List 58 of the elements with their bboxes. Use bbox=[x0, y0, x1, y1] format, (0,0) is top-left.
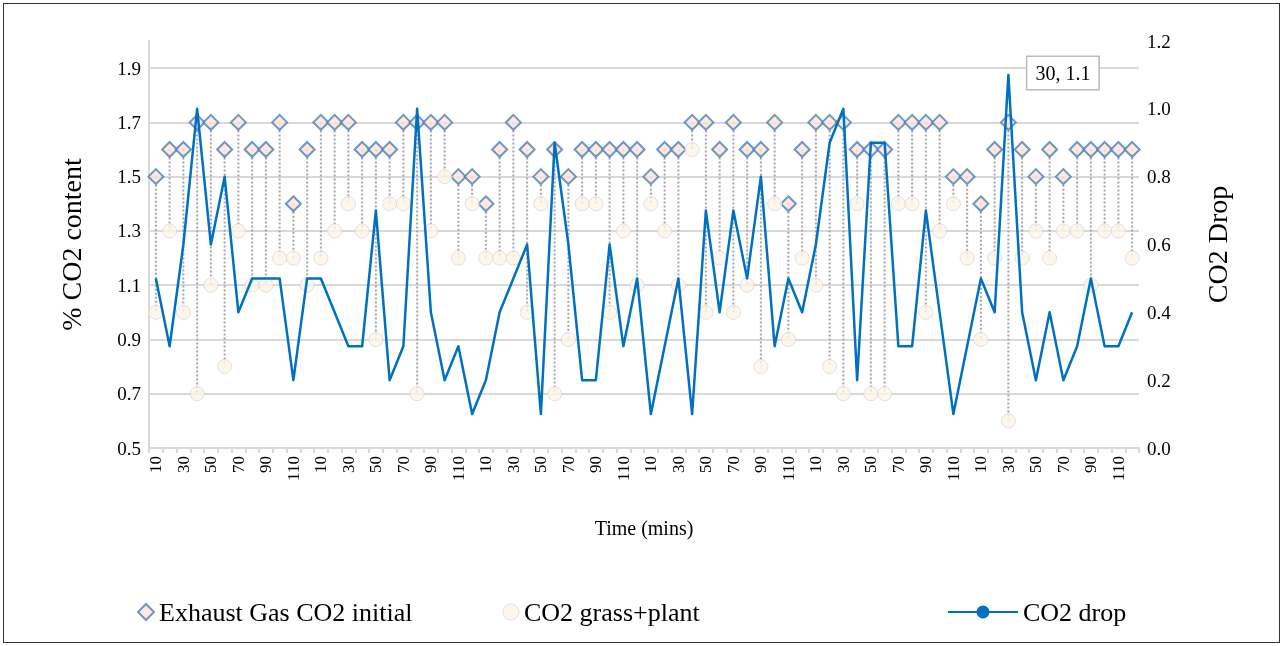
x-tick-label: 30 bbox=[833, 456, 853, 473]
y2-tick-label: 0.2 bbox=[1147, 369, 1171, 391]
y-tick-label: 0.9 bbox=[117, 328, 141, 350]
x-tick-label: 70 bbox=[228, 456, 248, 473]
x-tick-label: 110 bbox=[778, 456, 798, 481]
x-tick-label: 90 bbox=[421, 456, 441, 473]
x-tick-label: 50 bbox=[861, 456, 881, 473]
y-tick-label: 1.7 bbox=[117, 111, 141, 133]
x-tick-label: 90 bbox=[586, 456, 606, 473]
x-tick-label: 50 bbox=[531, 456, 551, 473]
x-tick-label: 10 bbox=[146, 456, 166, 473]
y2-axis-title: CO2 Drop bbox=[1201, 185, 1233, 304]
y-tick-label: 1.3 bbox=[117, 220, 141, 242]
y-tick-label: 0.7 bbox=[117, 383, 141, 405]
x-tick-label: 50 bbox=[696, 456, 716, 473]
x-tick-label: 70 bbox=[393, 456, 413, 473]
x-tick-label: 70 bbox=[558, 456, 578, 473]
x-tick-label: 110 bbox=[448, 456, 468, 481]
x-tick-label: 30 bbox=[668, 456, 688, 473]
y2-tick-label: 0.6 bbox=[1147, 234, 1171, 255]
x-tick-label: 70 bbox=[1053, 456, 1073, 473]
x-tick-label: 90 bbox=[751, 456, 771, 473]
y2-tick-label: 1.0 bbox=[1147, 98, 1171, 120]
y-tick-label: 0.5 bbox=[117, 437, 141, 459]
x-tick-label: 90 bbox=[256, 456, 276, 473]
y-tick-label: 1.9 bbox=[117, 57, 141, 79]
legend-label: Exhaust Gas CO2 initial bbox=[159, 597, 413, 627]
x-tick-label: 110 bbox=[613, 456, 633, 481]
x-tick-label: 10 bbox=[641, 456, 661, 473]
y2-tick-label: 1.2 bbox=[1147, 30, 1171, 52]
y2-tick-label: 0.0 bbox=[1147, 437, 1171, 459]
x-tick-label: 30 bbox=[173, 456, 193, 473]
x-tick-label: 90 bbox=[1081, 456, 1101, 473]
x-tick-label: 90 bbox=[916, 456, 936, 473]
x-tick-label: 30 bbox=[998, 456, 1018, 473]
x-tick-label: 110 bbox=[1108, 456, 1128, 481]
y-axis-title: % CO2 content bbox=[55, 157, 87, 331]
x-tick-label: 50 bbox=[1026, 456, 1046, 473]
x-axis-title: Time (mins) bbox=[594, 517, 694, 540]
legend-label: CO2 drop bbox=[1023, 597, 1127, 627]
y-tick-label: 1.5 bbox=[117, 166, 141, 188]
x-tick-label: 70 bbox=[723, 456, 743, 473]
x-tick-label: 50 bbox=[366, 456, 386, 473]
y-tick-label: 1.1 bbox=[117, 274, 141, 296]
x-tick-label: 10 bbox=[806, 456, 826, 473]
x-tick-label: 110 bbox=[943, 456, 963, 481]
x-tick-label: 10 bbox=[476, 456, 496, 473]
x-tick-label: 30 bbox=[503, 456, 523, 473]
x-tick-label: 50 bbox=[201, 456, 221, 473]
x-tick-label: 30 bbox=[338, 456, 358, 473]
y2-tick-label: 0.4 bbox=[1147, 301, 1172, 323]
legend-label: CO2 grass+plant bbox=[523, 597, 701, 627]
y2-tick-label: 0.8 bbox=[1147, 166, 1171, 188]
x-tick-label: 10 bbox=[971, 456, 991, 473]
annotation: 30, 1.1 bbox=[1035, 61, 1091, 84]
x-tick-label: 70 bbox=[888, 456, 908, 473]
x-tick-label: 10 bbox=[311, 456, 331, 473]
x-tick-label: 110 bbox=[283, 456, 303, 481]
